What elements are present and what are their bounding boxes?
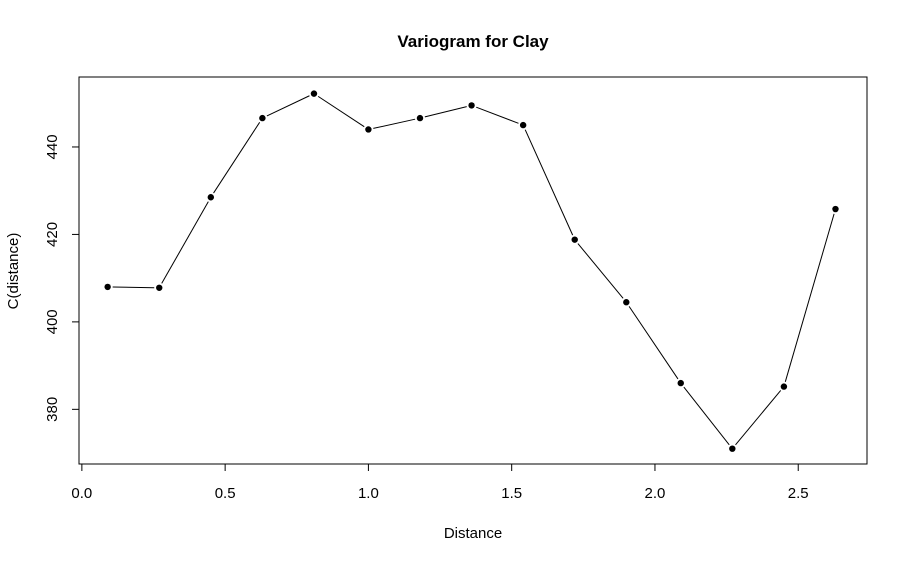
data-point [156, 284, 163, 291]
series-line-segment [112, 286, 155, 289]
plot-frame [78, 76, 868, 465]
data-point [468, 102, 475, 109]
series-line-segment [266, 95, 310, 117]
data-point [571, 236, 578, 243]
x-axis-label: Distance [444, 525, 502, 542]
x-tick-label: 2.0 [645, 485, 666, 502]
series-line-segment [524, 129, 574, 236]
y-axis: 380 400 420 440 [44, 134, 80, 422]
data-point [832, 205, 839, 213]
series-line-segment [628, 306, 679, 380]
series-line-segment [577, 243, 624, 299]
series-line-segment [213, 122, 261, 194]
series-line-segment [735, 390, 782, 446]
y-tick-label: 440 [44, 134, 61, 159]
data-point [207, 194, 215, 201]
data-point [623, 299, 630, 306]
data-point [519, 121, 527, 129]
data-point [677, 379, 684, 387]
data-point [259, 114, 266, 122]
x-tick-label: 1.0 [358, 485, 379, 502]
series-line-segment [784, 213, 835, 382]
chart-title: Variogram for Clay [397, 32, 549, 51]
x-tick-label: 2.5 [788, 485, 809, 502]
series-line-segment [476, 106, 519, 124]
data-point [365, 126, 372, 133]
y-tick-label: 380 [44, 397, 61, 422]
series-line-segment [424, 106, 467, 118]
x-axis: 0.0 0.5 1.0 1.5 2.0 2.5 [71, 463, 809, 502]
series-layer [104, 90, 839, 452]
data-point [780, 383, 788, 390]
x-tick-label: 1.5 [501, 485, 522, 502]
data-point [310, 90, 318, 97]
x-tick-label: 0.0 [71, 485, 92, 502]
series-line-segment [683, 386, 730, 446]
data-point [416, 114, 424, 122]
series-line-segment [317, 95, 365, 128]
y-tick-label: 420 [44, 222, 61, 247]
series-line-segment [373, 118, 416, 129]
y-tick-label: 400 [44, 309, 61, 334]
series-line-segment [161, 201, 209, 284]
x-tick-label: 0.5 [215, 485, 236, 502]
data-point [104, 283, 111, 291]
data-point [729, 445, 736, 452]
y-axis-label: C(distance) [5, 233, 22, 310]
